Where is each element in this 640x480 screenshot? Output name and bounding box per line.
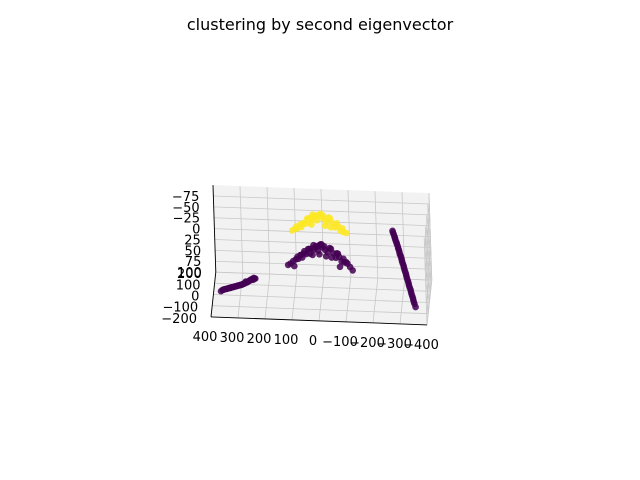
data-point <box>322 252 330 260</box>
x-tick-label: −300 <box>376 337 412 352</box>
data-point <box>313 217 321 224</box>
grid-line-z <box>213 195 430 205</box>
grid-line-z <box>425 247 432 293</box>
z-tick-label: 75 <box>185 255 202 270</box>
grid-line-z <box>215 260 432 270</box>
z-tick-label: −25 <box>173 212 200 227</box>
data-point <box>336 263 344 271</box>
data-point <box>310 241 317 249</box>
data-point <box>308 221 315 228</box>
z-tick-label: −50 <box>172 201 199 216</box>
data-points <box>217 210 419 311</box>
data-point <box>325 214 333 221</box>
data-point <box>321 222 329 230</box>
data-point <box>317 241 324 248</box>
data-point <box>309 251 316 259</box>
data-point <box>349 267 357 274</box>
z-tick-label: −75 <box>172 190 199 205</box>
data-point <box>339 225 346 232</box>
data-point <box>333 220 341 227</box>
grid-line-y <box>212 305 429 315</box>
data-point <box>309 211 316 218</box>
data-point <box>326 244 334 252</box>
x-tick-label: 400 <box>193 330 218 345</box>
axis-lines <box>210 185 428 326</box>
data-point <box>251 275 258 282</box>
chart-title: clustering by second eigenvector <box>187 15 454 34</box>
y-tick-label: 0 <box>191 290 199 305</box>
z-tick-label: 25 <box>184 233 201 248</box>
data-point <box>327 223 335 231</box>
data-point <box>343 258 350 266</box>
data-point <box>227 284 234 292</box>
x-tick-label: 200 <box>247 332 272 347</box>
grid-line-z <box>424 225 431 271</box>
y-axis-line <box>210 272 217 317</box>
z-tick-label: 0 <box>192 223 200 238</box>
data-point <box>291 262 298 270</box>
grid-line-y <box>213 294 430 303</box>
x-axis-line <box>210 316 428 326</box>
y-tick-label: −200 <box>161 312 197 327</box>
data-point <box>303 215 311 222</box>
grid-line-z <box>424 214 431 260</box>
x-tick-label: −100 <box>322 335 358 350</box>
data-point <box>316 251 323 258</box>
data-point <box>242 278 250 285</box>
grid-line-z <box>425 258 432 304</box>
z-tick-label: 50 <box>185 244 202 259</box>
grid-line-z <box>426 269 432 315</box>
data-point <box>284 261 292 269</box>
data-point <box>237 281 245 289</box>
data-point <box>293 223 300 230</box>
x-tick-label: 100 <box>274 333 299 348</box>
data-point <box>288 227 296 234</box>
z-tick-label: 100 <box>177 266 202 281</box>
data-point <box>410 298 418 306</box>
grid-line-z <box>426 280 433 325</box>
data-point <box>412 303 419 311</box>
grid-line-y <box>214 282 431 292</box>
data-point <box>317 210 324 218</box>
z-axis-line <box>212 185 217 273</box>
data-point <box>297 251 304 259</box>
grid-line-z <box>215 249 432 259</box>
y-tick-label: 100 <box>176 278 201 293</box>
grid-line-z <box>425 236 431 282</box>
grid-line-z <box>215 271 432 281</box>
data-point <box>328 254 336 261</box>
data-point <box>333 250 341 257</box>
grid-line-z <box>424 203 430 249</box>
tick-labels: 400 300 200 100 0 −100−200−300−4002001000−100… <box>161 190 439 353</box>
data-point <box>217 287 225 295</box>
y-tick-label: 200 <box>177 267 202 282</box>
x-tick-label: 300 <box>220 331 245 346</box>
y-tick-label: −100 <box>162 301 198 316</box>
data-point <box>343 229 350 237</box>
x-tick-label: −400 <box>403 338 439 353</box>
x-tick-label: −200 <box>349 336 385 351</box>
x-tick-label: 0 <box>309 334 317 349</box>
